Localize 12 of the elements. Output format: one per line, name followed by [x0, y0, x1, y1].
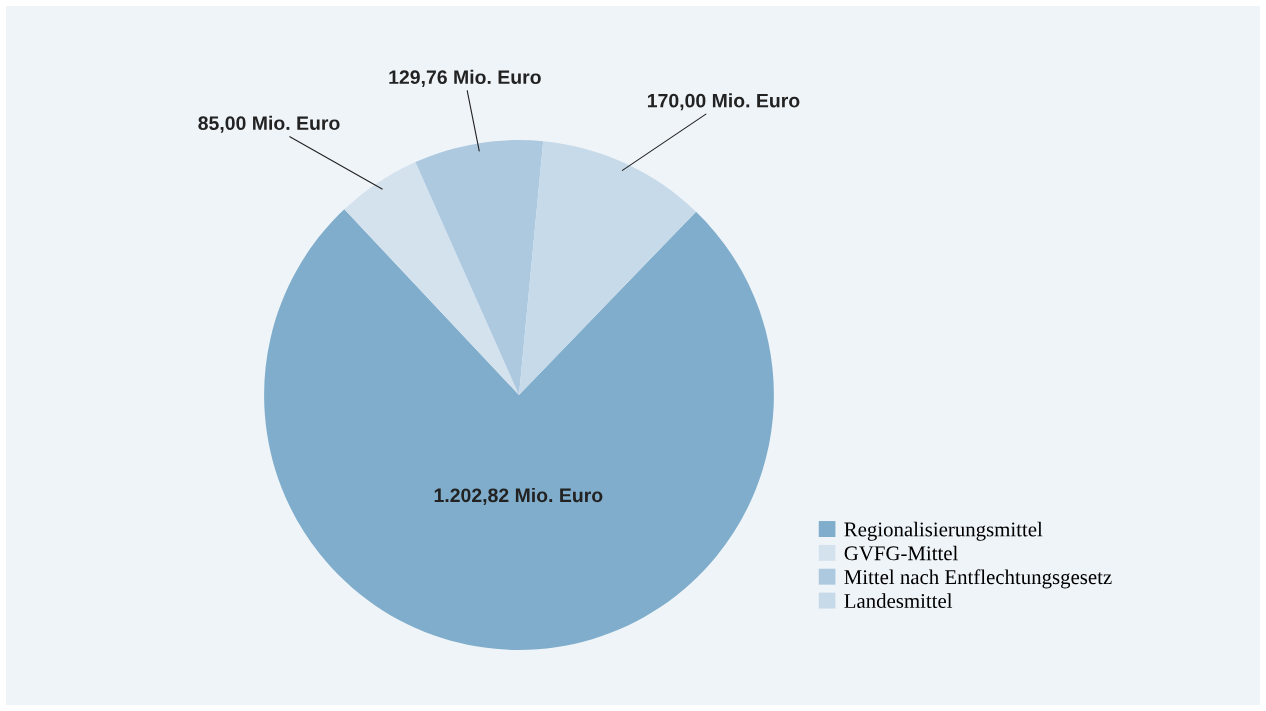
pie-slice [344, 162, 519, 395]
data-label: 1.202,82 Mio. Euro [434, 487, 603, 505]
data-label: 85,00 Mio. Euro [198, 115, 340, 133]
legend-label: Regionalisierungsmittel [844, 521, 1043, 541]
legend-label: Mittel nach Entflechtungsgesetz [844, 569, 1112, 589]
pie-slice [519, 141, 697, 395]
pie-slice [415, 140, 544, 395]
legend-label: Landesmittel [844, 593, 953, 609]
data-label: 170,00 Mio. Euro [647, 93, 800, 111]
legend-label: GVFG-Mittel [844, 545, 958, 561]
pie-slice [264, 209, 774, 650]
data-label: 129,76 Mio. Euro [389, 69, 541, 87]
